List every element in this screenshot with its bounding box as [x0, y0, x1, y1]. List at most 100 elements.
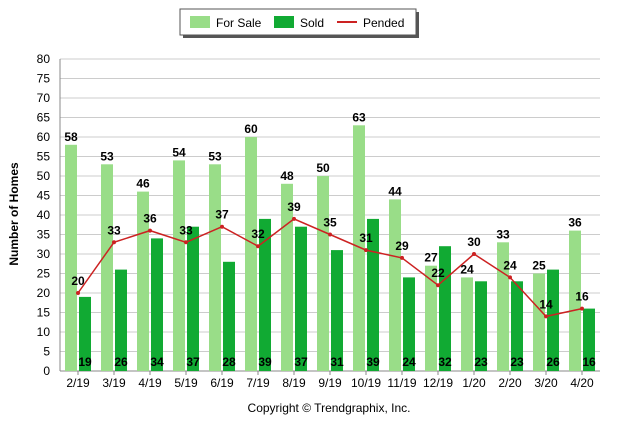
label-for-sale-3/19: 53 [100, 149, 114, 163]
pended-point-2/20 [508, 275, 512, 280]
pended-point-10/19 [364, 248, 368, 253]
copyright: Copyright © Trendgraphix, Inc. [248, 401, 411, 415]
label-pended-2/20: 24 [503, 258, 517, 272]
y-tick-15: 15 [37, 306, 51, 320]
pended-point-3/20 [544, 314, 548, 319]
x-tick-3/19: 3/19 [102, 376, 126, 390]
label-for-sale-1/20: 24 [460, 262, 474, 276]
bar-for-sale-12/19 [425, 265, 437, 371]
label-sold-4/20: 16 [582, 355, 596, 369]
pended-point-3/19 [112, 240, 116, 245]
label-pended-4/20: 16 [575, 290, 589, 304]
label-sold-11/19: 24 [402, 355, 416, 369]
pended-point-5/19 [184, 240, 188, 245]
bar-sold-4/20 [583, 308, 595, 371]
label-for-sale-9/19: 50 [316, 161, 330, 175]
bar-for-sale-4/20 [569, 230, 581, 371]
label-pended-2/19: 20 [71, 274, 85, 288]
label-for-sale-5/19: 54 [172, 145, 186, 159]
bar-for-sale-10/19 [353, 125, 365, 371]
bar-sold-8/19 [295, 226, 307, 371]
label-for-sale-2/19: 58 [64, 130, 78, 144]
gridlines [60, 58, 600, 372]
legend-label-sold: Sold [300, 16, 324, 30]
label-sold-5/19: 37 [186, 355, 200, 369]
y-tick-30: 30 [37, 247, 51, 261]
pended-point-4/20 [580, 306, 584, 311]
x-tick-3/20: 3/20 [534, 376, 558, 390]
label-pended-12/19: 22 [431, 266, 445, 280]
label-for-sale-12/19: 27 [424, 251, 438, 265]
label-for-sale-10/19: 63 [352, 110, 366, 124]
pended-point-12/19 [436, 283, 440, 288]
label-pended-5/19: 33 [179, 223, 193, 237]
label-for-sale-11/19: 44 [388, 184, 402, 198]
label-sold-8/19: 37 [294, 355, 308, 369]
label-sold-2/20: 23 [510, 355, 524, 369]
bar-sold-4/19 [151, 238, 163, 371]
bar-sold-2/20 [511, 281, 523, 371]
label-pended-3/20: 14 [539, 297, 553, 311]
pended-point-1/20 [472, 252, 476, 256]
y-tick-10: 10 [37, 325, 51, 339]
legend-label-for-sale: For Sale [216, 16, 262, 30]
pended-point-8/19 [292, 216, 296, 221]
bar-for-sale-11/19 [389, 199, 401, 371]
pended-point-6/19 [220, 224, 224, 229]
pended-point-9/19 [328, 232, 332, 237]
bar-sold-3/19 [115, 269, 127, 371]
x-tick-4/19: 4/19 [138, 376, 162, 390]
pended-point-4/19 [148, 228, 152, 233]
y-tick-55: 55 [37, 150, 51, 164]
y-tick-70: 70 [37, 91, 51, 105]
bar-sold-11/19 [403, 277, 415, 371]
x-tick-6/19: 6/19 [210, 376, 234, 390]
y-tick-25: 25 [37, 267, 51, 281]
bar-sold-2/19 [79, 296, 91, 371]
pended-point-2/19 [76, 291, 80, 295]
y-tick-80: 80 [37, 52, 51, 66]
bar-sold-10/19 [367, 218, 379, 371]
bar-for-sale-3/19 [101, 164, 113, 371]
legend-swatch-for-sale [190, 16, 210, 28]
label-for-sale-4/19: 46 [136, 177, 150, 191]
label-for-sale-3/20: 25 [532, 259, 546, 273]
y-tick-20: 20 [37, 286, 51, 300]
label-pended-9/19: 35 [323, 216, 337, 230]
x-tick-11/19: 11/19 [387, 376, 416, 390]
label-sold-3/19: 26 [114, 355, 128, 369]
bars [65, 125, 595, 371]
label-sold-1/20: 23 [474, 355, 488, 369]
y-tick-45: 45 [37, 189, 51, 203]
legend-swatch-sold [274, 16, 294, 28]
x-tick-12/19: 12/19 [423, 376, 453, 390]
label-pended-11/19: 29 [395, 239, 409, 253]
label-sold-6/19: 28 [222, 355, 236, 369]
label-pended-7/19: 32 [251, 227, 265, 241]
y-axis-title: Number of Homes [7, 162, 21, 266]
label-pended-3/19: 33 [107, 223, 121, 237]
y-tick-40: 40 [37, 208, 51, 222]
bar-for-sale-8/19 [281, 183, 293, 371]
y-tick-0: 0 [43, 364, 50, 378]
label-sold-9/19: 31 [330, 355, 344, 369]
label-pended-8/19: 39 [287, 200, 301, 214]
y-tick-50: 50 [37, 169, 51, 183]
label-for-sale-4/20: 36 [568, 216, 582, 230]
legend: For Sale Sold Pended [179, 8, 419, 38]
bar-for-sale-5/19 [173, 160, 185, 371]
x-tick-7/19: 7/19 [246, 376, 270, 390]
label-sold-12/19: 32 [438, 355, 452, 369]
label-pended-1/20: 30 [467, 235, 481, 249]
y-tick-60: 60 [37, 130, 51, 144]
x-tick-5/19: 5/19 [174, 376, 198, 390]
x-tick-4/20: 4/20 [570, 376, 594, 390]
x-tick-2/20: 2/20 [498, 376, 522, 390]
y-tick-35: 35 [37, 228, 51, 242]
y-tick-5: 5 [43, 345, 50, 359]
bar-sold-5/19 [187, 226, 199, 371]
pended-line [76, 216, 584, 319]
label-for-sale-7/19: 60 [244, 122, 258, 136]
bar-for-sale-1/20 [461, 277, 473, 371]
bar-for-sale-7/19 [245, 137, 257, 371]
